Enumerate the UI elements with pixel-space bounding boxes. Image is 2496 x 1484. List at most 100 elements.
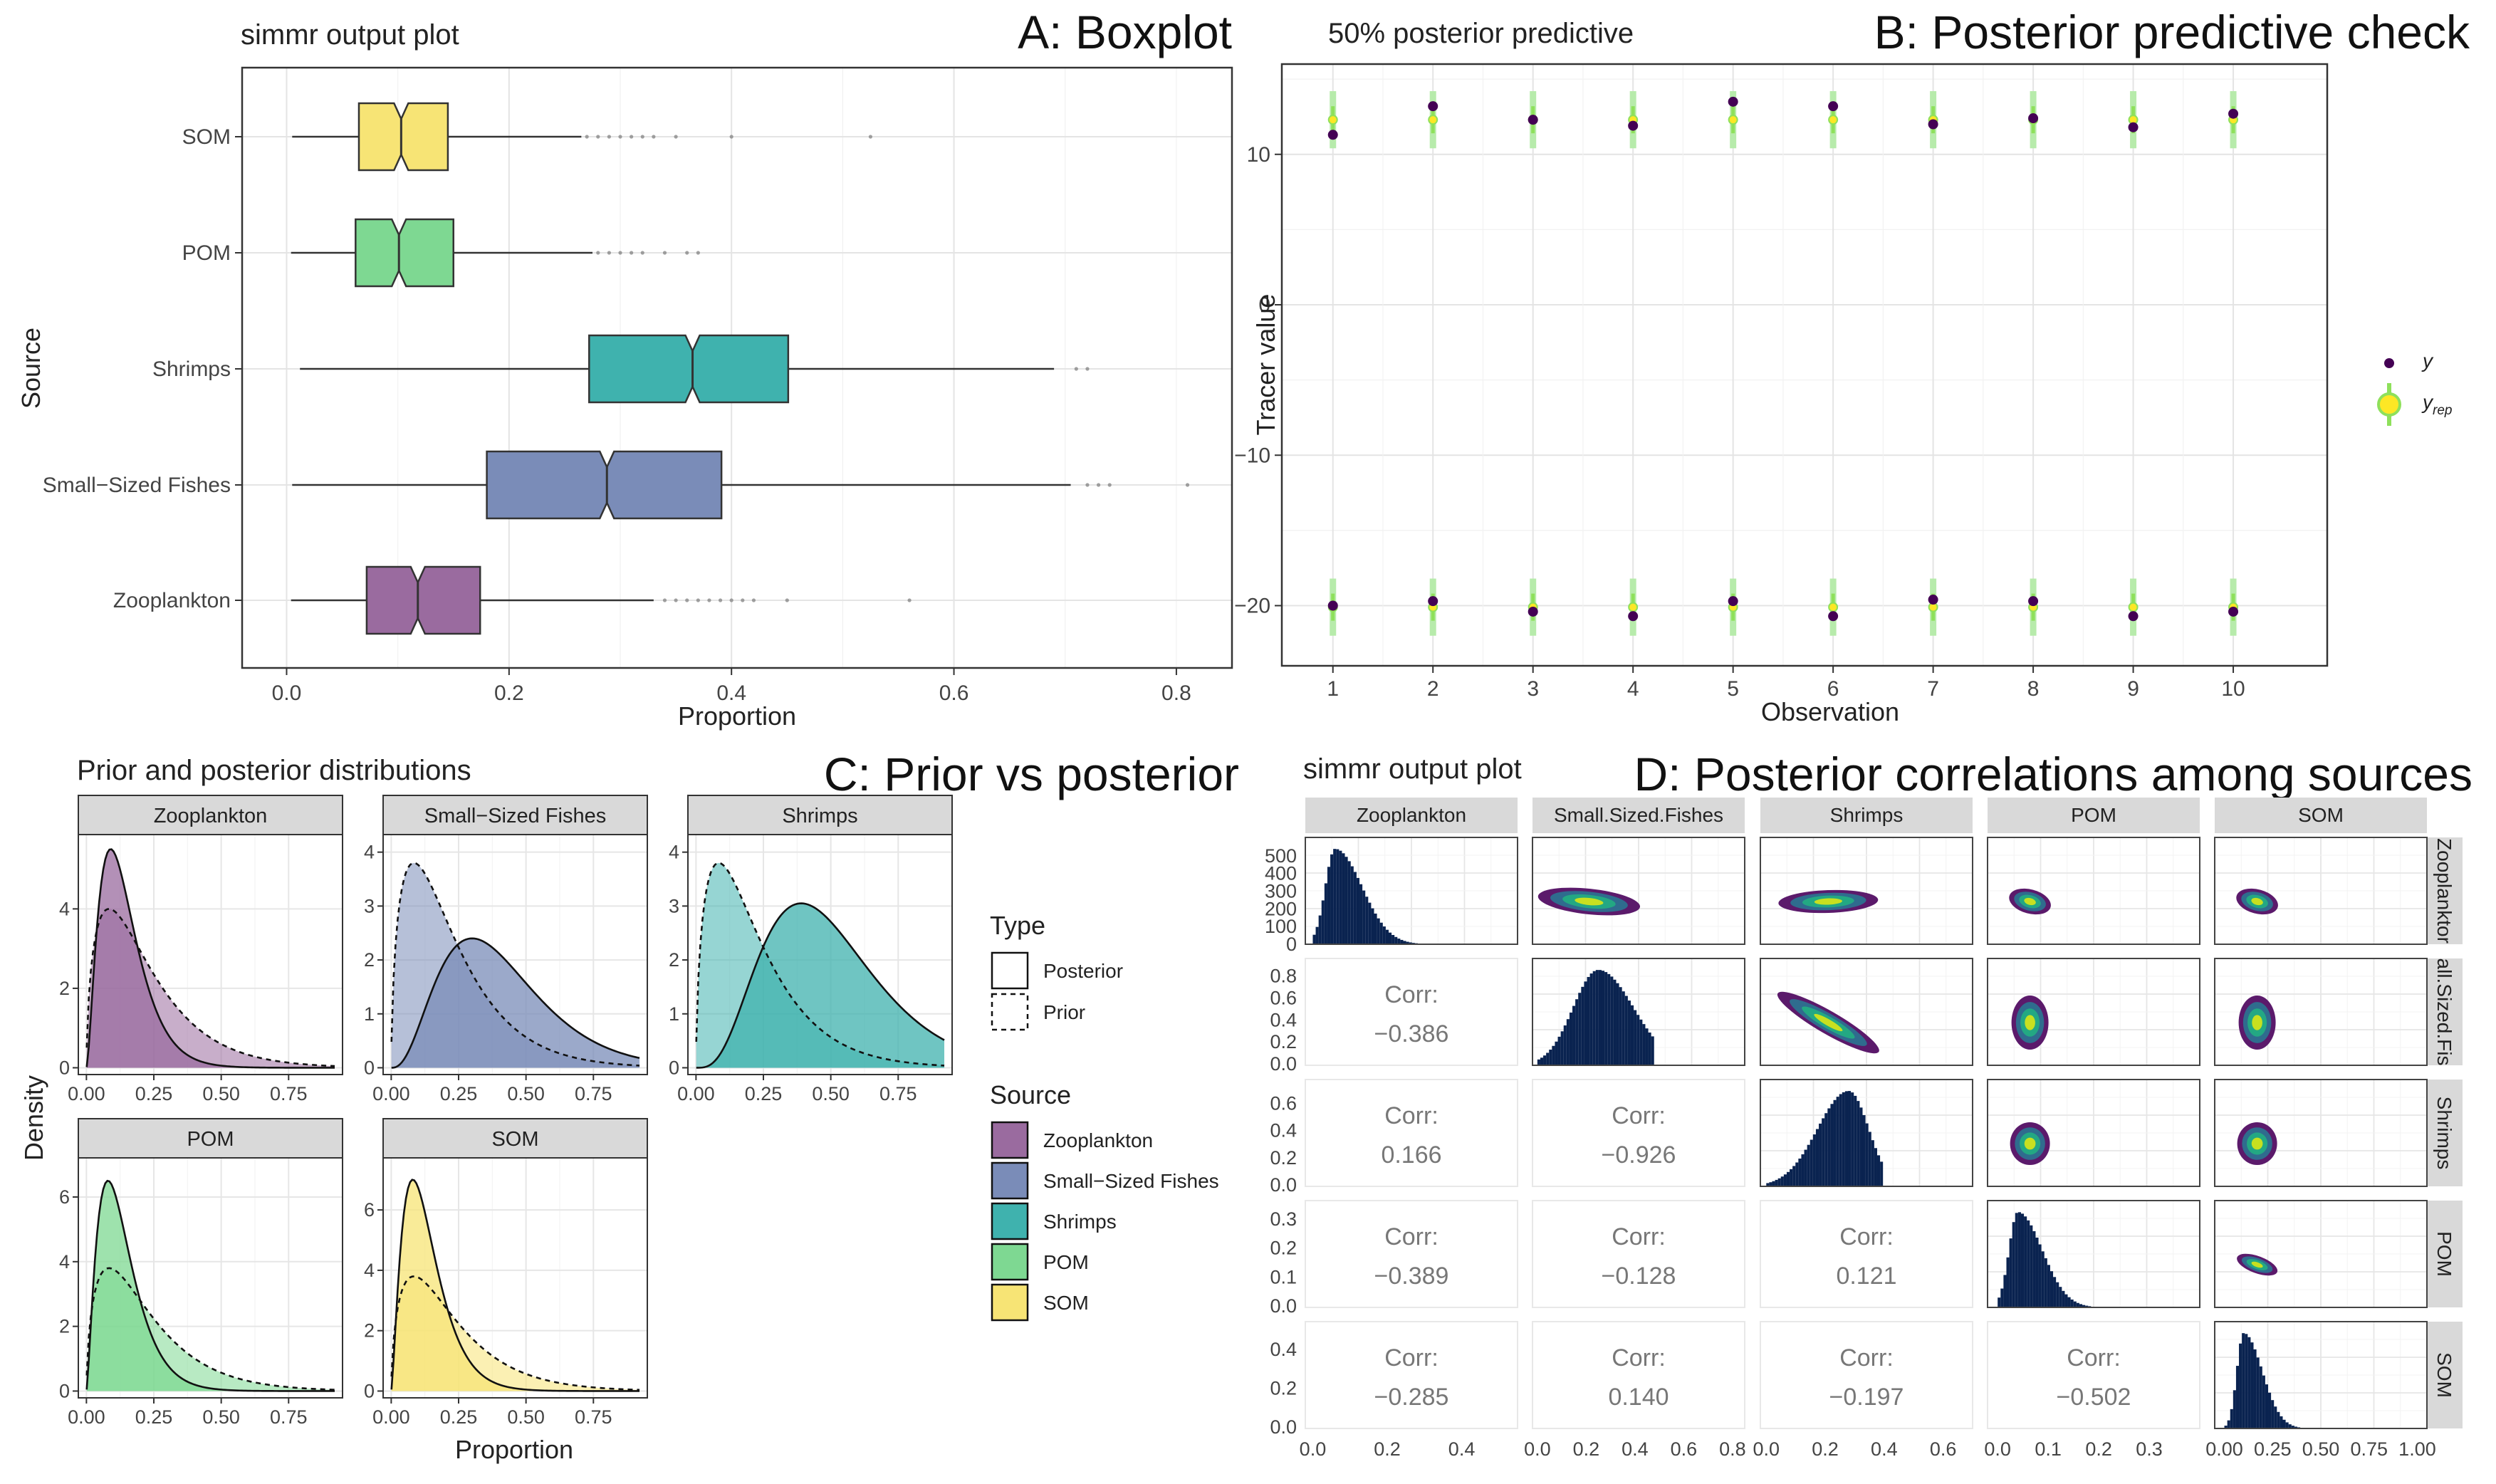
d-corr-label: Corr:: [1612, 1223, 1666, 1250]
b-xtick-label: 4: [1627, 677, 1639, 701]
d-ytick-label: 0: [1286, 934, 1297, 955]
c-plot-border: [382, 1157, 648, 1399]
d-cell-2-1: Corr: −0.926: [1532, 1079, 1745, 1187]
d-hist-bar: [1769, 1182, 1772, 1186]
c-facet-4: SOM 0 2 4 6 0.00 0.25 0.50 0.75: [364, 1118, 648, 1428]
a-xtick-label: 0.4: [716, 681, 746, 705]
panel-a-xlabel: Proportion: [678, 701, 796, 731]
d-hist-bar: [1344, 857, 1348, 944]
d-hist-bar: [1839, 1094, 1842, 1186]
d-hist-bar: [1801, 1154, 1805, 1186]
a-outlier: [707, 598, 711, 602]
d-ytick-label: 0.6: [1270, 987, 1297, 1008]
d-xtick-label: 0.4: [1871, 1438, 1898, 1460]
a-outlier: [1085, 367, 1090, 371]
d-hist-bar: [1624, 996, 1628, 1065]
a-outlier: [662, 598, 667, 602]
c-prior-line: [695, 862, 945, 1067]
legend-type-posterior-key: [991, 951, 1029, 990]
panel-c-ylabel: Density: [19, 1075, 48, 1161]
c-xtick-label: 0.75: [879, 1083, 917, 1104]
d-ytick-label: 400: [1265, 863, 1297, 884]
c-posterior-area: [391, 1179, 640, 1391]
b-xtick-label: 7: [1927, 677, 1939, 701]
d-density-level: [2252, 1015, 2262, 1030]
d-density-level: [1575, 897, 1604, 906]
d-hist-bar: [1371, 908, 1374, 944]
c-xtick-label: 0.00: [372, 1406, 410, 1428]
d-hist-bar: [2085, 1305, 2089, 1307]
d-corr-value: 0.166: [1381, 1141, 1441, 1169]
c-ytick-label: 6: [364, 1199, 375, 1221]
d-row-strip-label: POM: [2433, 1231, 2455, 1277]
c-xtick-label: 0.00: [372, 1083, 410, 1104]
d-xtick-label: 0.2: [2085, 1438, 2112, 1460]
d-hist-bar: [1630, 1005, 1634, 1065]
c-posterior-line: [696, 902, 945, 1069]
panel-d-correlations: simmr output plot D: Posterior correlati…: [1265, 748, 2472, 1460]
c-ytick-label: 4: [59, 1251, 70, 1273]
d-hist-bar: [2235, 1366, 2240, 1428]
d-hist-bar: [2076, 1302, 2079, 1307]
c-strip-label: POM: [187, 1128, 234, 1151]
d-density-level: [2025, 1015, 2035, 1030]
d-hist-bar: [2294, 1426, 2297, 1428]
b-yrep-point-high: [1828, 115, 1839, 125]
c-xtick-label: 0.50: [202, 1083, 240, 1104]
d-hist-bar: [1854, 1095, 1857, 1186]
b-y-point-low: [1327, 600, 1338, 611]
legend-type-prior-key: [991, 993, 1029, 1031]
c-ytick-label: 2: [364, 1320, 375, 1342]
d-ytick-label: 0.0: [1270, 1053, 1297, 1075]
a-outlier: [585, 135, 589, 139]
b-y-point-high: [1428, 101, 1438, 112]
d-density-level: [2024, 1137, 2036, 1150]
b-y-point-high: [1828, 101, 1839, 112]
d-hist-bar: [1403, 941, 1406, 944]
d-hist-bar: [2271, 1400, 2275, 1428]
c-plot-border: [78, 834, 343, 1075]
c-xtick-label: 0.25: [745, 1083, 783, 1104]
d-density-level: [2251, 1261, 2263, 1268]
d-col-strip: [1988, 798, 2200, 833]
d-hist-bar: [1342, 853, 1345, 944]
a-outlier: [751, 598, 756, 602]
d-hist-bar: [2015, 1213, 2018, 1307]
b-ytick-label: 0: [1258, 293, 1270, 317]
d-corr-value: −0.502: [2057, 1384, 2131, 1411]
d-corr-label: Corr:: [1612, 1344, 1666, 1371]
c-xtick-label: 0.75: [575, 1083, 612, 1104]
d-hist-bar: [2291, 1426, 2294, 1428]
d-xtick-label: 0.6: [1671, 1438, 1698, 1460]
d-hist-bar: [1368, 902, 1372, 944]
c-prior-line: [85, 1267, 335, 1391]
c-ytick-label: 4: [364, 842, 375, 863]
panel-a-plot-border: [241, 66, 1233, 669]
d-density-level: [2251, 1137, 2263, 1150]
d-density-level: [1814, 1013, 1843, 1032]
d-hist-bar: [2049, 1271, 2054, 1307]
b-yrep-point-high: [1728, 115, 1738, 125]
b-y-point-low: [1728, 596, 1738, 607]
d-ytick-label: 0.3: [1270, 1208, 1297, 1230]
d-ytick-label: 0.0: [1270, 1416, 1297, 1438]
d-hist-bar: [1842, 1092, 1845, 1186]
d-xtick-label: 0.00: [2205, 1438, 2243, 1460]
panel-b-plot-border: [1280, 63, 2329, 667]
c-ytick-label: 4: [59, 898, 70, 919]
d-hist-bar: [1874, 1148, 1877, 1186]
d-hist-bar: [2020, 1213, 2025, 1307]
c-ytick-label: 4: [669, 842, 679, 863]
d-hist-bar: [1587, 977, 1590, 1065]
b-xtick-label: 5: [1727, 677, 1739, 701]
c-xtick-label: 0.25: [135, 1083, 173, 1104]
c-ytick-label: 0: [669, 1057, 679, 1078]
c-posterior-line: [391, 937, 640, 1069]
d-corr-bg: [1305, 1321, 1518, 1429]
c-ytick-label: 0: [364, 1380, 375, 1401]
b-y-point-low: [1628, 611, 1639, 622]
b-y-point-low: [2228, 606, 2239, 617]
d-hist-bar: [1851, 1092, 1854, 1186]
c-posterior-area: [86, 849, 335, 1068]
d-hist-bar: [2062, 1290, 2065, 1307]
